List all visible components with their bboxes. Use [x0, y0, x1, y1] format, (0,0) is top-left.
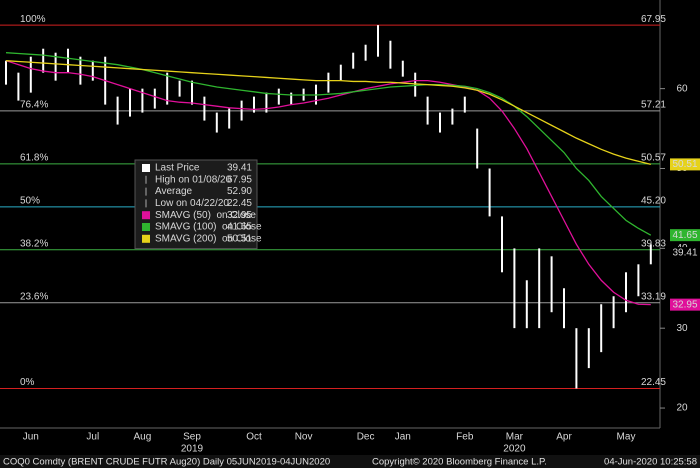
x-tick-label: Aug: [134, 432, 152, 443]
x-tick-label: Oct: [246, 432, 262, 443]
y-tick-label: 60: [676, 83, 688, 94]
fib-label: 61.8%: [20, 153, 48, 164]
sma-line: [5, 60, 651, 166]
fib-label: 0%: [20, 377, 35, 388]
footer-center: Copyright© 2020 Bloomberg Finance L.P.: [372, 457, 547, 468]
legend-value: 67.95: [227, 174, 252, 185]
y-tick-label: 30: [676, 323, 688, 334]
fib-value: 33.19: [641, 291, 666, 302]
year-label: 2019: [181, 444, 204, 455]
legend-value: 39.41: [227, 163, 252, 174]
legend-swatch: [142, 164, 150, 172]
x-tick-label: May: [617, 432, 636, 443]
legend-name: Last Price: [155, 163, 200, 174]
legend-value: 50.51: [227, 233, 252, 244]
footer-right: 04-Jun-2020 10:25:58: [604, 457, 697, 468]
sma-line: [5, 52, 652, 236]
legend-swatch: [142, 234, 150, 243]
sma-last-box-label: 32.95: [672, 299, 697, 310]
x-tick-label: Feb: [456, 432, 474, 443]
x-tick-label: Apr: [556, 432, 572, 443]
sma-last-box: [670, 229, 700, 242]
legend-name: Average: [155, 186, 193, 197]
sma-last-box-label: 50.51: [672, 159, 697, 170]
last-price-box: [670, 247, 700, 260]
footer-bar: [0, 455, 700, 468]
last-price-box-label: 39.41: [672, 248, 697, 259]
legend-swatch: [142, 211, 150, 220]
fib-label: 23.6%: [20, 291, 48, 302]
x-tick-label: Nov: [295, 432, 313, 443]
x-tick-label: Jun: [23, 432, 39, 443]
legend-value: 32.95: [227, 210, 252, 221]
fib-value: 67.95: [641, 14, 666, 25]
legend-name: SMAVG (100) on Close: [155, 222, 262, 233]
fib-value: 45.20: [641, 195, 666, 206]
legend-value: 52.90: [227, 186, 252, 197]
legend-name: High on 01/08/20: [155, 174, 232, 185]
sma-last-box: [670, 298, 700, 311]
fib-label: 38.2%: [20, 238, 48, 249]
fib-label: 100%: [20, 14, 46, 25]
year-label: 2020: [503, 444, 526, 455]
sma-line: [5, 60, 651, 306]
legend-name: SMAVG (50) on Close: [155, 210, 256, 221]
y-tick-label: 20: [676, 403, 688, 414]
legend-swatch: [142, 223, 150, 231]
sma-last-box-label: 41.65: [672, 230, 697, 241]
legend-name: SMAVG (200) on Close: [155, 233, 262, 244]
legend-box: [134, 159, 258, 250]
fib-value: 57.21: [641, 100, 666, 111]
fib-value: 22.45: [641, 377, 666, 388]
x-tick-label: Mar: [506, 432, 524, 443]
fib-label: 50%: [20, 195, 40, 206]
sma-last-box: [670, 158, 700, 171]
fib-value: 39.83: [641, 238, 666, 249]
legend-value: 41.65: [227, 222, 252, 233]
fib-value: 50.57: [641, 153, 666, 164]
x-tick-label: Jan: [395, 432, 411, 443]
x-tick-label: Sep: [183, 432, 201, 443]
x-tick-label: Jul: [86, 432, 99, 443]
fib-label: 76.4%: [20, 100, 48, 111]
footer-left: COQ0 Comdty (BRENT CRUDE FUTR Aug20) Dai…: [3, 457, 330, 468]
legend-name: Low on 04/22/20: [155, 198, 229, 209]
x-tick-label: Dec: [357, 432, 375, 443]
legend-value: 22.45: [227, 198, 252, 209]
